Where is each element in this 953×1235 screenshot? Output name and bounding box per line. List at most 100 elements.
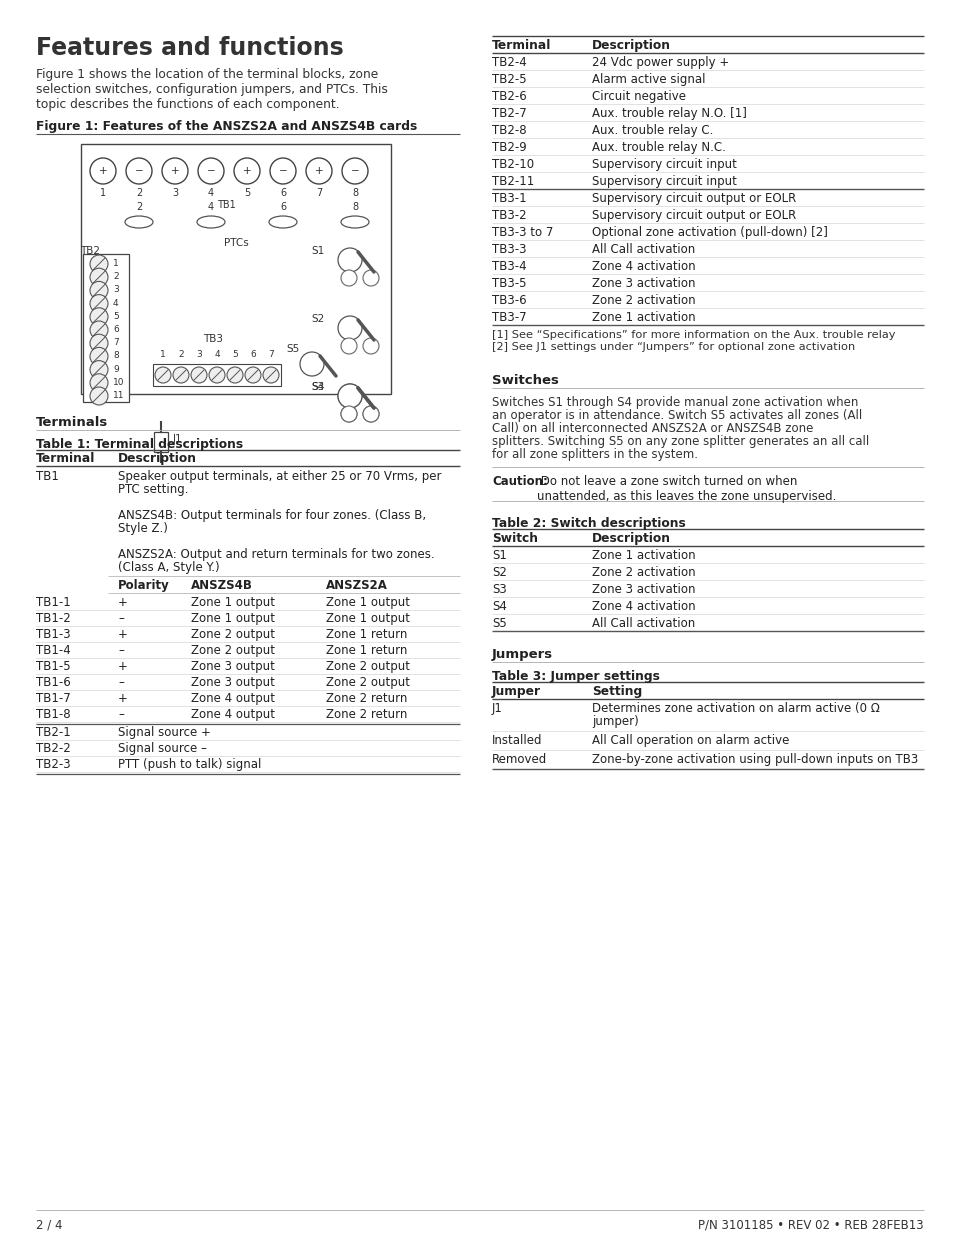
Text: −: − [207, 165, 215, 177]
Text: Terminal: Terminal [36, 452, 95, 466]
Text: Description: Description [592, 40, 670, 52]
Text: –: – [118, 708, 124, 721]
Circle shape [90, 282, 108, 299]
Text: TB1: TB1 [36, 471, 59, 483]
Text: an operator is in attendance. Switch S5 activates all zones (All: an operator is in attendance. Switch S5 … [492, 409, 862, 422]
Text: TB3-6: TB3-6 [492, 294, 526, 308]
Text: Supervisory circuit input: Supervisory circuit input [592, 158, 736, 170]
Circle shape [90, 158, 116, 184]
Circle shape [363, 406, 378, 422]
Text: Features and functions: Features and functions [36, 36, 343, 61]
Text: TB2-2: TB2-2 [36, 742, 71, 755]
Circle shape [340, 406, 356, 422]
Text: Optional zone activation (pull-down) [2]: Optional zone activation (pull-down) [2] [592, 226, 827, 240]
Text: TB2-11: TB2-11 [492, 175, 534, 188]
Text: Zone 1 return: Zone 1 return [326, 643, 407, 657]
Text: −: − [278, 165, 287, 177]
Text: Zone 2 output: Zone 2 output [326, 676, 410, 689]
Text: S4: S4 [311, 382, 324, 391]
Text: TB2: TB2 [80, 246, 100, 256]
Circle shape [337, 384, 361, 408]
Circle shape [245, 367, 261, 383]
Text: Description: Description [118, 452, 196, 466]
Text: Switches S1 through S4 provide manual zone activation when: Switches S1 through S4 provide manual zo… [492, 396, 858, 409]
Ellipse shape [340, 216, 369, 228]
Text: Table 3: Jumper settings: Table 3: Jumper settings [492, 671, 659, 683]
Circle shape [263, 367, 278, 383]
Text: 6: 6 [112, 325, 118, 333]
Text: Zone 1 output: Zone 1 output [191, 597, 274, 609]
Text: TB3-3: TB3-3 [492, 243, 526, 256]
Text: TB1: TB1 [216, 200, 235, 210]
Circle shape [363, 406, 378, 422]
Ellipse shape [269, 216, 296, 228]
Bar [152, 364, 281, 387]
Text: Zone 1 output: Zone 1 output [191, 613, 274, 625]
Text: Table 1: Terminal descriptions: Table 1: Terminal descriptions [36, 438, 243, 451]
Text: TB2-8: TB2-8 [492, 124, 526, 137]
Text: S1: S1 [311, 246, 324, 256]
Circle shape [299, 352, 324, 375]
Circle shape [90, 361, 108, 379]
Text: Aux. trouble relay N.C.: Aux. trouble relay N.C. [592, 141, 725, 154]
Text: All Call activation: All Call activation [592, 243, 695, 256]
Text: 9: 9 [112, 364, 118, 374]
Circle shape [363, 338, 378, 354]
Text: Switch: Switch [492, 532, 537, 545]
Text: +: + [242, 165, 251, 177]
Text: S3: S3 [492, 583, 506, 597]
Text: TB3-2: TB3-2 [492, 209, 526, 222]
Text: Zone 2 return: Zone 2 return [326, 692, 407, 705]
Text: 8: 8 [352, 203, 357, 212]
Text: TB3-3 to 7: TB3-3 to 7 [492, 226, 553, 240]
Text: Jumper: Jumper [492, 685, 540, 698]
Text: 2: 2 [135, 203, 142, 212]
Text: Zone 3 activation: Zone 3 activation [592, 583, 695, 597]
Text: Zone 1 output: Zone 1 output [326, 597, 410, 609]
Text: Zone 3 activation: Zone 3 activation [592, 277, 695, 290]
Text: 4: 4 [208, 203, 213, 212]
Text: 4: 4 [112, 299, 118, 308]
Text: 5: 5 [112, 311, 118, 321]
Text: TB2-9: TB2-9 [492, 141, 526, 154]
Text: All Call operation on alarm active: All Call operation on alarm active [592, 734, 788, 747]
Circle shape [90, 308, 108, 326]
Text: 5: 5 [244, 188, 250, 198]
Text: Figure 1 shows the location of the terminal blocks, zone
selection switches, con: Figure 1 shows the location of the termi… [36, 68, 388, 111]
Text: TB2-10: TB2-10 [492, 158, 534, 170]
Text: TB3-4: TB3-4 [492, 261, 526, 273]
Text: Call) on all interconnected ANSZS2A or ANSZS4B zone: Call) on all interconnected ANSZS2A or A… [492, 422, 813, 435]
Text: TB1-8: TB1-8 [36, 708, 71, 721]
Text: J1: J1 [492, 701, 502, 715]
Text: Figure 1: Features of the ANSZS2A and ANSZS4B cards: Figure 1: Features of the ANSZS2A and AN… [36, 120, 416, 133]
Bar [153, 432, 168, 452]
Ellipse shape [196, 216, 225, 228]
Text: Zone 3 output: Zone 3 output [191, 659, 274, 673]
Text: J1: J1 [172, 433, 182, 445]
Text: TB1-7: TB1-7 [36, 692, 71, 705]
Circle shape [90, 295, 108, 312]
Text: S5: S5 [492, 618, 506, 630]
Text: Zone 4 activation: Zone 4 activation [592, 600, 695, 613]
Text: TB1-1: TB1-1 [36, 597, 71, 609]
Text: (Class A, Style Y.): (Class A, Style Y.) [118, 561, 219, 574]
Text: Jumpers: Jumpers [492, 648, 553, 661]
Circle shape [340, 338, 356, 354]
Text: Alarm active signal: Alarm active signal [592, 73, 705, 86]
Text: +: + [171, 165, 179, 177]
Circle shape [90, 347, 108, 366]
Circle shape [172, 367, 189, 383]
Text: PTCs: PTCs [223, 238, 248, 248]
Text: 6: 6 [279, 188, 286, 198]
Text: 1: 1 [112, 259, 118, 268]
Circle shape [341, 158, 368, 184]
Text: TB3-5: TB3-5 [492, 277, 526, 290]
Text: All Call activation: All Call activation [592, 618, 695, 630]
Circle shape [227, 367, 243, 383]
Text: 3: 3 [112, 285, 118, 294]
Circle shape [306, 158, 332, 184]
Text: −: − [351, 165, 359, 177]
Text: ANSZS4B: Output terminals for four zones. (Class B,: ANSZS4B: Output terminals for four zones… [118, 509, 426, 522]
Text: Zone 2 activation: Zone 2 activation [592, 566, 695, 579]
Text: TB2-1: TB2-1 [36, 726, 71, 739]
